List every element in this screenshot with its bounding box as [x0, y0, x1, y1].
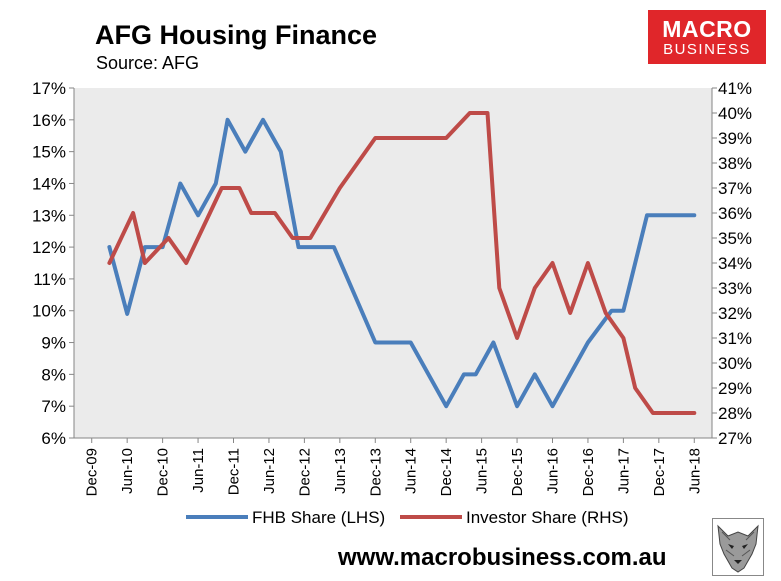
x-tick-label: Dec-12 — [296, 448, 313, 496]
left-axis-ticks: 6% 7% 8% 9% 10% 11% 12% 13% 14% 15% 16% 17% — [32, 79, 74, 448]
x-tick-label: Jun-18 — [686, 448, 703, 494]
x-tick-label: Jun-15 — [474, 448, 491, 494]
logo-line1: MACRO — [662, 16, 752, 42]
left-tick-label: 9% — [41, 334, 66, 353]
left-tick-label: 15% — [32, 143, 66, 162]
right-tick-label: 29% — [718, 379, 752, 398]
x-tick-label: Dec-13 — [367, 448, 384, 496]
right-tick-label: 35% — [718, 229, 752, 248]
legend: FHB Share (LHS) Investor Share (RHS) — [186, 508, 629, 527]
right-tick-label: 31% — [718, 329, 752, 348]
right-axis-ticks: 27% 28% 29% 30% 31% 32% 33% 34% 35% 36% 37% 38% 39% 4… — [712, 79, 752, 448]
right-tick-label: 34% — [718, 254, 752, 273]
left-tick-label: 7% — [41, 397, 66, 416]
x-tick-label: Jun-12 — [261, 448, 278, 494]
x-tick-label: Dec-11 — [226, 448, 243, 495]
right-tick-label: 37% — [718, 179, 752, 198]
left-tick-label: 17% — [32, 79, 66, 98]
right-tick-label: 38% — [718, 154, 752, 173]
x-tick-label: Jun-16 — [545, 448, 562, 494]
legend-fhb-label: FHB Share (LHS) — [252, 508, 385, 527]
legend-investor-label: Investor Share (RHS) — [466, 508, 629, 527]
website-url: www.macrobusiness.com.au — [338, 544, 667, 571]
left-tick-label: 6% — [41, 429, 66, 448]
series-lines — [107, 111, 697, 415]
right-tick-label: 27% — [718, 429, 752, 448]
left-tick-label: 16% — [32, 111, 66, 130]
x-tick-label: Dec-14 — [438, 448, 455, 496]
chart-subtitle: Source: AFG — [96, 53, 200, 73]
x-tick-label: Jun-17 — [615, 448, 632, 494]
left-tick-label: 12% — [32, 238, 66, 257]
right-tick-label: 36% — [718, 204, 752, 223]
logo-line2: BUSINESS — [663, 41, 751, 58]
x-tick-label: Dec-10 — [155, 448, 172, 496]
right-tick-label: 39% — [718, 129, 752, 148]
left-tick-label: 10% — [32, 302, 66, 321]
right-tick-label: 28% — [718, 404, 752, 423]
x-tick-label: Jun-11 — [190, 448, 207, 493]
macrobusiness-logo: MACRO BUSINESS — [648, 10, 766, 64]
right-tick-label: 33% — [718, 279, 752, 298]
left-tick-label: 11% — [33, 270, 66, 289]
plot-area — [74, 88, 712, 438]
x-tick-label: Dec-09 — [84, 448, 101, 496]
left-tick-label: 8% — [41, 365, 66, 384]
fhb-share-line — [107, 117, 697, 409]
right-tick-label: 32% — [718, 304, 752, 323]
right-tick-label: 40% — [718, 104, 752, 123]
x-tick-label: Dec-15 — [509, 448, 526, 496]
x-tick-label: Jun-10 — [119, 448, 136, 494]
investor-share-line — [107, 111, 697, 415]
x-tick-label: Dec-16 — [580, 448, 597, 496]
x-tick-label: Jun-13 — [332, 448, 349, 494]
x-axis-ticks: Dec-09 Jun-10 Dec-10 Jun-11 Dec-11 Jun-12 Dec-… — [84, 438, 703, 496]
left-tick-label: 13% — [32, 206, 66, 225]
right-tick-label: 41% — [718, 79, 752, 98]
right-tick-label: 30% — [718, 354, 752, 373]
wolf-logo-icon — [712, 518, 764, 576]
x-tick-label: Dec-17 — [651, 448, 668, 496]
left-tick-label: 14% — [32, 174, 66, 193]
chart-title: AFG Housing Finance — [95, 20, 378, 50]
x-tick-label: Jun-14 — [403, 448, 420, 494]
